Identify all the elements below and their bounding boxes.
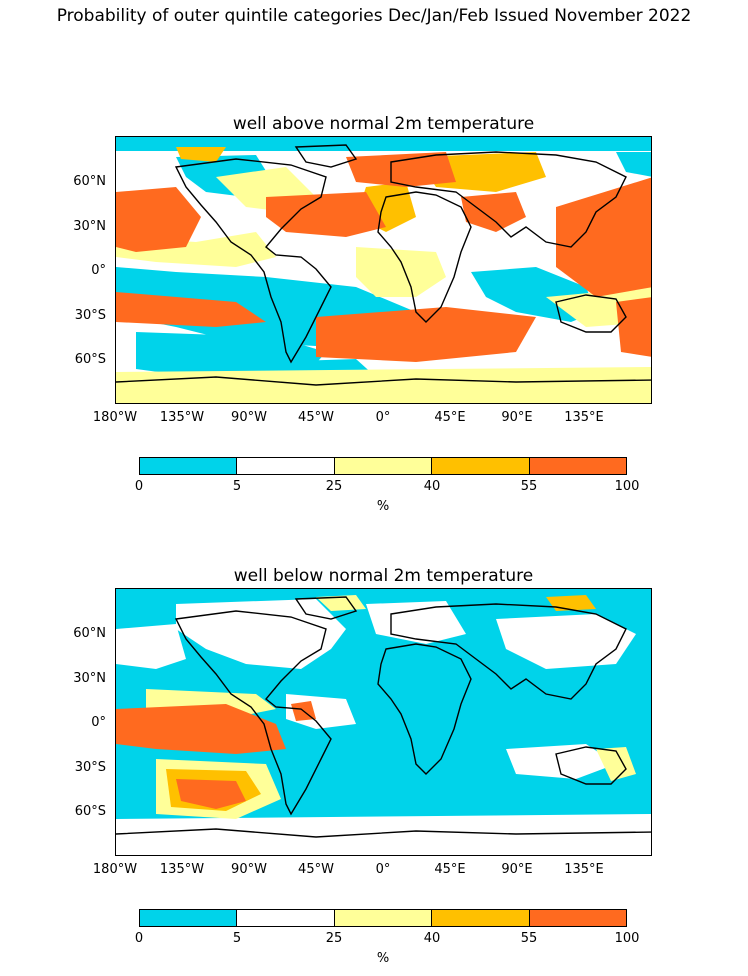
lat-label-60n: 60°N <box>73 626 106 641</box>
region-orange-n-pacific <box>116 187 201 252</box>
colorbar-seg-lightyellow <box>334 458 433 474</box>
africa-outline <box>377 191 472 323</box>
region-orange-s-pacific <box>176 779 246 809</box>
colorbar-tick-0: 0 <box>134 931 144 946</box>
colorbar-tick-25: 25 <box>325 931 343 946</box>
probability-map-above <box>116 137 651 403</box>
region-white-asia <box>496 614 636 669</box>
antarctica-outline <box>116 376 651 386</box>
lat-label-30n: 30°N <box>73 219 106 234</box>
lon-label-90w: 90°W <box>231 410 267 425</box>
region-orange-w-pacific <box>556 177 651 297</box>
americas-outline <box>174 158 332 364</box>
colorbar-tick-5: 5 <box>232 931 242 946</box>
colorbar-tick-40: 40 <box>423 479 441 494</box>
eurasia-outline <box>390 603 627 700</box>
colorbar-seg-lightyellow <box>334 910 433 926</box>
lat-label-30s: 30°S <box>74 760 106 775</box>
probability-map-below <box>116 589 651 855</box>
americas-outline <box>174 610 332 816</box>
colorbar-seg-cyan <box>140 458 238 474</box>
lat-label-30n: 30°N <box>73 671 106 686</box>
colorbar-seg-orange <box>529 910 627 926</box>
region-white-n-america <box>176 599 346 669</box>
region-orange-n-atlantic <box>266 192 386 237</box>
colorbar-unit: % <box>376 951 390 966</box>
lon-label-180w: 180°W <box>92 410 138 425</box>
lon-label-45w: 45°W <box>298 410 334 425</box>
lat-label-30s: 30°S <box>74 308 106 323</box>
colorbar-seg-white <box>237 910 335 926</box>
greenland-outline <box>294 596 358 620</box>
colorbar-tick-0: 0 <box>134 479 144 494</box>
colorbar-seg-white <box>237 458 335 474</box>
lon-label-90e: 90°E <box>501 862 533 877</box>
colorbar-seg-gold <box>432 910 530 926</box>
lon-label-0: 0° <box>375 410 391 425</box>
figure-title: Probability of outer quintile categories… <box>56 6 692 26</box>
lon-label-45w: 45°W <box>298 862 334 877</box>
lat-label-0: 0° <box>91 263 106 278</box>
lon-label-180w: 180°W <box>92 862 138 877</box>
colorbar-tick-100: 100 <box>614 479 640 494</box>
africa-outline <box>377 643 472 775</box>
lat-label-0: 0° <box>91 715 106 730</box>
eurasia-outline <box>390 151 627 248</box>
lon-label-90e: 90°E <box>501 410 533 425</box>
map-above-normal <box>115 136 652 404</box>
lat-label-60n: 60°N <box>73 174 106 189</box>
colorbar-seg-cyan <box>140 910 238 926</box>
lon-label-90w: 90°W <box>231 862 267 877</box>
australia-outline <box>555 294 627 333</box>
colorbar-below <box>139 909 627 927</box>
lon-label-45e: 45°E <box>434 410 466 425</box>
region-yellow-antarctic <box>116 367 651 403</box>
colorbar-tick-25: 25 <box>325 479 343 494</box>
region-orange-se-pacific <box>116 704 286 754</box>
antarctica-outline <box>116 828 651 838</box>
lat-label-60s: 60°S <box>74 352 106 367</box>
colorbar-tick-5: 5 <box>232 479 242 494</box>
map-below-normal <box>115 588 652 856</box>
lat-label-60s: 60°S <box>74 804 106 819</box>
colorbar-tick-100: 100 <box>614 931 640 946</box>
colorbar-tick-40: 40 <box>423 931 441 946</box>
colorbar-tick-55: 55 <box>520 931 538 946</box>
colorbar-seg-gold <box>432 458 530 474</box>
panel-title: well above normal 2m temperature <box>232 114 535 134</box>
colorbar-seg-orange <box>529 458 627 474</box>
region-white-antarctic <box>116 814 651 855</box>
coastlines <box>116 596 651 838</box>
lon-label-0: 0° <box>375 862 391 877</box>
coastlines <box>116 144 651 386</box>
lon-label-135e: 135°E <box>564 862 604 877</box>
colorbar-tick-55: 55 <box>520 479 538 494</box>
region-orange-s-atlantic <box>316 307 536 362</box>
greenland-outline <box>294 144 358 168</box>
lon-label-45e: 45°E <box>434 862 466 877</box>
lon-label-135e: 135°E <box>564 410 604 425</box>
lon-label-135w: 135°W <box>159 862 205 877</box>
lon-label-135w: 135°W <box>159 410 205 425</box>
panel-title: well below normal 2m temperature <box>233 566 534 586</box>
australia-outline <box>555 746 627 785</box>
colorbar-unit: % <box>376 499 390 514</box>
colorbar-above <box>139 457 627 475</box>
